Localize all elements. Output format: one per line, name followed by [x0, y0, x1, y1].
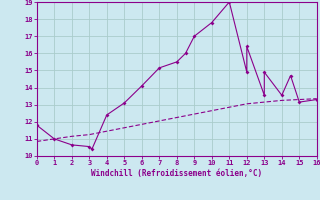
X-axis label: Windchill (Refroidissement éolien,°C): Windchill (Refroidissement éolien,°C): [91, 169, 262, 178]
